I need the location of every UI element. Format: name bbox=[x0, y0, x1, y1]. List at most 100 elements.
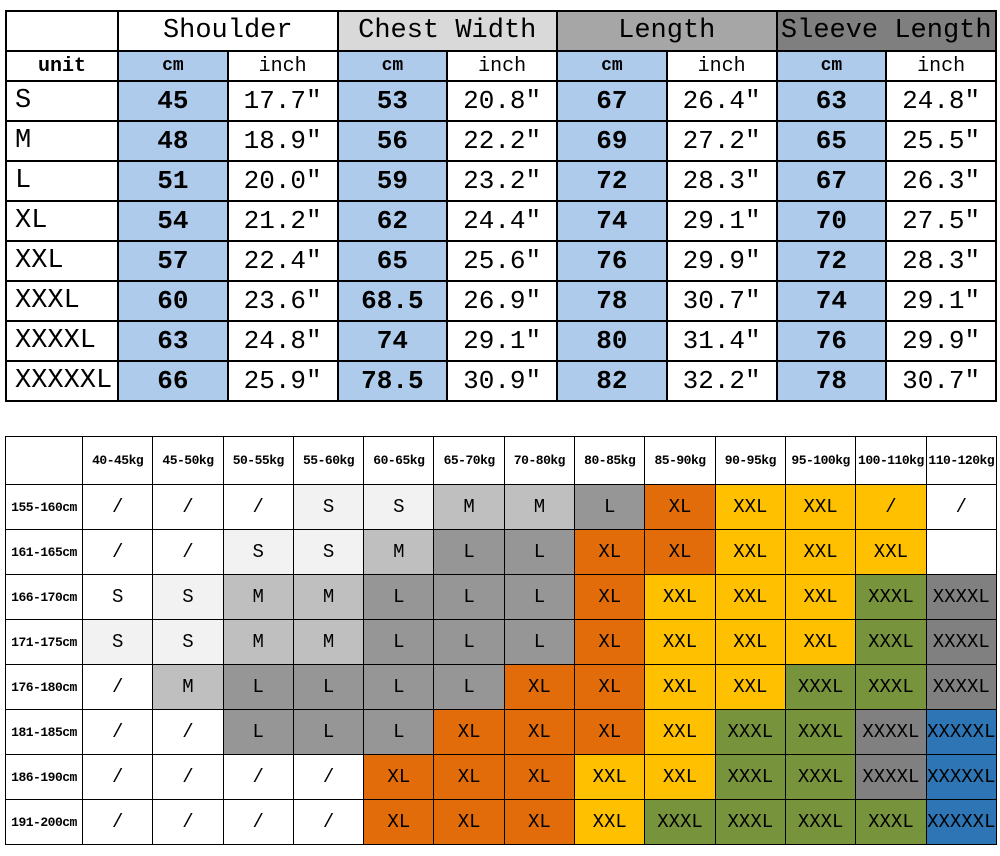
table-row: XXL 57 22.4" 65 25.6" 76 29.9" 72 28.3" bbox=[5, 240, 997, 282]
column-group-sleeve-length: Sleeve Length bbox=[775, 10, 997, 52]
size-recommendation-cell: / bbox=[81, 709, 154, 755]
size-row-label: XXXXXL bbox=[5, 360, 119, 402]
size-recommendation-cell: XL bbox=[574, 619, 646, 665]
size-recommendation-cell: L bbox=[363, 664, 435, 710]
size-recommendation-cell: L bbox=[503, 574, 576, 620]
size-recommendation-cell: / bbox=[81, 799, 154, 845]
cm-value-cell: 57 bbox=[117, 240, 229, 282]
cm-value-cell: 74 bbox=[336, 320, 449, 362]
cm-value-cell: 74 bbox=[556, 200, 668, 242]
size-recommendation-cell: L bbox=[363, 619, 435, 665]
inch-value-cell: 30.9" bbox=[446, 360, 558, 402]
size-recommendation-cell: XXL bbox=[714, 619, 786, 665]
inch-value-cell: 29.1" bbox=[446, 320, 558, 362]
cm-value-cell: 53 bbox=[336, 80, 449, 122]
cm-value-cell: 56 bbox=[336, 120, 449, 162]
size-table-corner-blank bbox=[5, 10, 119, 52]
size-recommendation-cell: XXXL bbox=[714, 799, 786, 845]
size-recommendation-cell: L bbox=[222, 664, 294, 710]
inch-value-cell: 25.9" bbox=[226, 360, 339, 402]
size-recommendation-cell: / bbox=[81, 664, 154, 710]
inch-value-cell: 20.0" bbox=[226, 160, 339, 202]
size-measurement-table: Shoulder Chest Width Length Sleeve Length un… bbox=[5, 10, 997, 402]
size-recommendation-cell: XXL bbox=[784, 484, 857, 530]
weight-column-header: 65-70kg bbox=[433, 436, 505, 485]
inch-value-cell: 24.8" bbox=[885, 80, 997, 122]
weight-column-header: 40-45kg bbox=[81, 436, 154, 485]
size-recommendation-cell: / bbox=[292, 754, 365, 800]
cm-column-header: cm bbox=[775, 50, 888, 82]
table-row: 161-165cm / / S S M L L XL XL XXL XXL XXL bbox=[5, 529, 998, 575]
size-recommendation-cell: M bbox=[222, 619, 294, 665]
size-recommendation-cell: L bbox=[574, 484, 646, 530]
inch-value-cell: 23.6" bbox=[226, 280, 339, 322]
size-recommendation-cell: XL bbox=[363, 754, 435, 800]
size-recommendation-cell: S bbox=[81, 574, 154, 620]
cm-column-header: cm bbox=[336, 50, 449, 82]
size-recommendation-cell: XXL bbox=[644, 619, 716, 665]
size-row-label: M bbox=[5, 120, 119, 162]
cm-value-cell: 69 bbox=[556, 120, 668, 162]
size-recommendation-cell: XXXL bbox=[784, 799, 857, 845]
size-recommendation-cell: XXXL bbox=[714, 754, 786, 800]
inch-value-cell: 29.9" bbox=[885, 320, 997, 362]
inch-column-header: inch bbox=[446, 50, 558, 82]
size-recommendation-cell: L bbox=[503, 619, 576, 665]
size-recommendation-cell: XL bbox=[574, 664, 646, 710]
table-row: XXXXXL 66 25.9" 78.5 30.9" 82 32.2" 78 30.7" bbox=[5, 360, 997, 402]
size-row-label: XXXL bbox=[5, 280, 119, 322]
size-recommendation-cell: S bbox=[292, 529, 365, 575]
size-recommendation-cell: XL bbox=[574, 529, 646, 575]
size-recommendation-cell: M bbox=[503, 484, 576, 530]
size-recommendation-cell: XXL bbox=[644, 664, 716, 710]
inch-value-cell: 28.3" bbox=[665, 160, 778, 202]
table-row: 186-190cm / / / / XL XL XL XXL XXL XXXL XXXL XXXXL XX… bbox=[5, 754, 998, 800]
cm-value-cell: 67 bbox=[775, 160, 888, 202]
size-recommendation-cell: XL bbox=[644, 484, 716, 530]
size-recommendation-cell: M bbox=[363, 529, 435, 575]
size-recommendation-cell: XXXL bbox=[784, 754, 857, 800]
cm-value-cell: 78.5 bbox=[336, 360, 449, 402]
cm-value-cell: 63 bbox=[775, 80, 888, 122]
size-recommendation-cell: S bbox=[152, 574, 224, 620]
size-recommendation-cell: XL bbox=[574, 709, 646, 755]
size-recommendation-cell: XL bbox=[433, 799, 505, 845]
height-row-label: 191-200cm bbox=[5, 799, 83, 845]
size-recommendation-cell bbox=[925, 529, 998, 575]
height-row-label: 166-170cm bbox=[5, 574, 83, 620]
inch-value-cell: 29.1" bbox=[665, 200, 778, 242]
cm-value-cell: 48 bbox=[117, 120, 229, 162]
inch-value-cell: 18.9" bbox=[226, 120, 339, 162]
size-recommendation-cell: XXXL bbox=[855, 574, 927, 620]
size-recommendation-cell: S bbox=[152, 619, 224, 665]
size-recommendation-cell: / bbox=[152, 709, 224, 755]
size-recommendation-cell: XXL bbox=[714, 529, 786, 575]
size-recommendation-cell: / bbox=[925, 484, 998, 530]
cm-value-cell: 54 bbox=[117, 200, 229, 242]
table-row: XXXXL 63 24.8" 74 29.1" 80 31.4" 76 29.9" bbox=[5, 320, 997, 362]
size-recommendation-cell: XXXXL bbox=[925, 619, 998, 665]
inch-value-cell: 23.2" bbox=[446, 160, 558, 202]
fit-table-corner-blank bbox=[5, 436, 83, 485]
inch-value-cell: 28.3" bbox=[885, 240, 997, 282]
cm-value-cell: 80 bbox=[556, 320, 668, 362]
size-recommendation-cell: / bbox=[855, 484, 927, 530]
size-recommendation-cell: L bbox=[433, 574, 505, 620]
height-weight-recommendation-table: 40-45kg 45-50kg 50-55kg 55-60kg 60-65kg 65-70… bbox=[5, 436, 998, 845]
height-row-label: 181-185cm bbox=[5, 709, 83, 755]
size-recommendation-cell: XXXXL bbox=[925, 664, 998, 710]
height-row-label: 161-165cm bbox=[5, 529, 83, 575]
size-recommendation-cell: M bbox=[433, 484, 505, 530]
weight-column-header: 90-95kg bbox=[714, 436, 786, 485]
weight-column-header: 50-55kg bbox=[222, 436, 294, 485]
height-row-label: 186-190cm bbox=[5, 754, 83, 800]
cm-value-cell: 72 bbox=[775, 240, 888, 282]
size-recommendation-cell: XXL bbox=[784, 574, 857, 620]
cm-value-cell: 74 bbox=[775, 280, 888, 322]
column-group-shoulder: Shoulder bbox=[117, 10, 339, 52]
inch-column-header: inch bbox=[665, 50, 778, 82]
column-group-length: Length bbox=[556, 10, 778, 52]
size-recommendation-cell: XXL bbox=[784, 619, 857, 665]
inch-column-header: inch bbox=[226, 50, 339, 82]
